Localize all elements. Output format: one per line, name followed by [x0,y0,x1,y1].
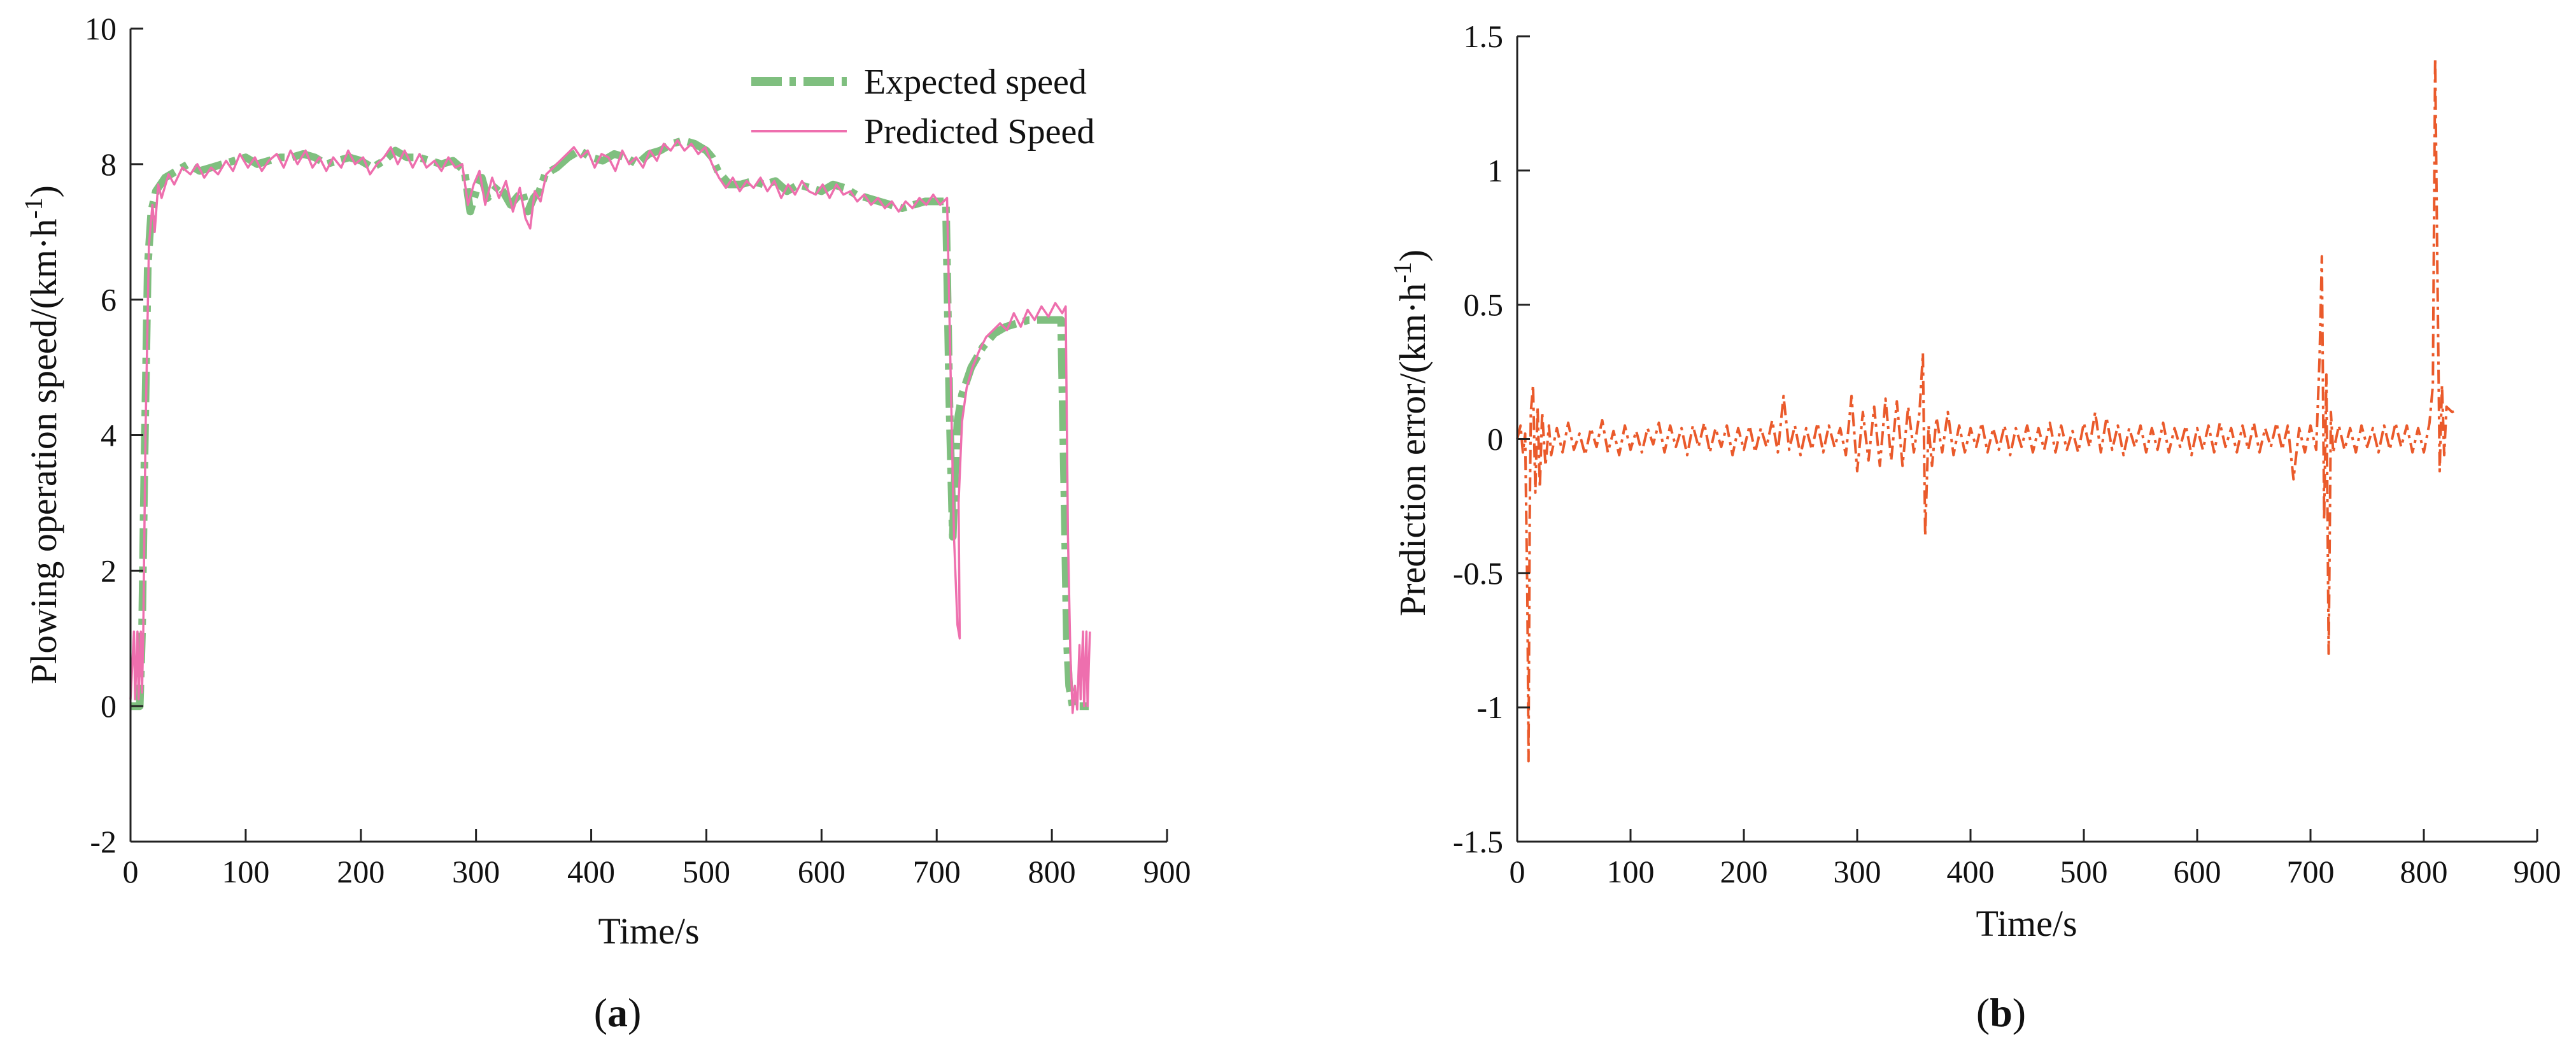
panel-a-legend: Expected speed Predicted Speed [751,62,1094,152]
panel-a-y-tick-label: 4 [101,418,117,453]
panel-b-y-tick-label: -1.5 [1453,824,1503,859]
panel-a-x-tick-label: 900 [1143,854,1191,889]
panel-a-y-tick-label: 0 [101,688,117,724]
panel-a-y-label-sup: -1 [19,197,48,218]
panel-b-x-tick-label: 700 [2287,854,2335,889]
panel-b-y-tick-label: 0.5 [1464,287,1504,323]
legend-label-expected-speed: Expected speed [864,62,1087,102]
panel-a-x-ticks: 0 100 200 300 400 500 600 700 800 900 [123,829,1191,889]
panel-a-y-tick-label: 10 [85,11,117,46]
panel-a-x-tick-label: 700 [913,854,961,889]
panel-a-series-predicted-speed [129,139,1091,714]
panel-b-y-tick-label: 1 [1487,153,1503,188]
panel-b-series-layer [1516,56,2459,763]
panel-b-x-tick-label: 900 [2514,854,2561,889]
panel-a-label: (a) [594,990,642,1035]
panel-b-x-tick-label: 300 [1834,854,1881,889]
panel-a-y-tick-label: 6 [101,282,117,318]
panel-a-x-tick-label: 400 [567,854,615,889]
panel-a-y-tick-label: 2 [101,553,117,588]
panel-b-x-tick-label: 100 [1607,854,1655,889]
panel-a-x-tick-label: 0 [123,854,139,889]
panel-b-y-tick-label: 0 [1487,421,1503,457]
panel-b-y-label-close: ) [1392,250,1433,262]
panel-b-chart: 0 100 200 300 400 500 600 700 800 900 -1.5 -1 -0.5 0… [1388,18,2561,1035]
panel-b-x-tick-label: 800 [2400,854,2448,889]
panel-b-x-axis-label: Time/s [1976,903,2077,944]
panel-a-x-axis-label: Time/s [598,910,699,952]
panel-a-y-ticks: -2 0 2 4 6 8 10 [85,11,143,859]
panel-a-y-tick-label: 8 [101,146,117,182]
legend-label-predicted-speed: Predicted Speed [864,112,1094,152]
panel-b-y-axis-label: Prediction error/(km·h-1) [1388,250,1433,616]
panel-a-x-tick-label: 500 [683,854,730,889]
panel-a-series-expected-speed [131,136,1089,710]
panel-b-y-tick-label: -1 [1476,689,1503,725]
panel-b-x-tick-label: 200 [1720,854,1768,889]
panel-b-x-tick-label: 0 [1510,854,1525,889]
panel-b-x-ticks: 0 100 200 300 400 500 600 700 800 900 [1510,829,2561,889]
panel-a-x-tick-label: 100 [222,854,269,889]
panel-a-x-tick-label: 600 [798,854,846,889]
panel-b-label: (b) [1976,990,2026,1035]
panel-b-y-tick-label: 1.5 [1464,18,1504,54]
panel-a-y-tick-label: -2 [90,824,117,859]
panel-b-series-line-0 [1516,56,2459,763]
panel-b-y-label-sup: -1 [1388,262,1417,283]
panel-a-y-axis-label: Plowing operation speed/(km·h-1) [19,185,64,684]
panel-a-series-layer [129,136,1091,714]
panel-a-y-label-main: Plowing operation speed/(km·h [23,219,64,684]
panel-b-y-ticks: -1.5 -1 -0.5 0 0.5 1 1.5 [1453,18,1530,859]
panel-b-y-label-main: Prediction error/(km·h [1392,283,1433,616]
panel-a-x-tick-label: 200 [337,854,385,889]
panel-b-x-tick-label: 400 [1947,854,1995,889]
panel-b-x-tick-label: 500 [2060,854,2108,889]
panel-a-y-label-close: ) [23,185,64,197]
panel-a-x-tick-label: 800 [1028,854,1076,889]
panel-b-y-tick-label: -0.5 [1453,555,1503,591]
panel-a-x-tick-label: 300 [452,854,500,889]
panel-b-x-tick-label: 600 [2174,854,2221,889]
